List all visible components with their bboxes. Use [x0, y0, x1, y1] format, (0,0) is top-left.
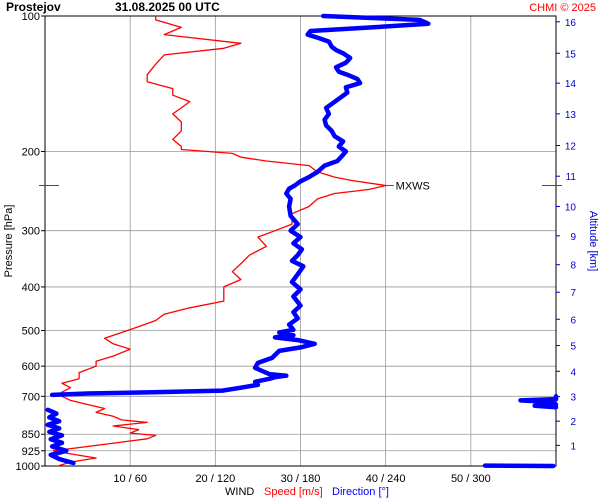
pressure-tick-label: 500 — [22, 326, 40, 338]
altitude-axis-label: Altitude [km] — [587, 211, 599, 272]
wind-tick-label: 20 / 120 — [195, 473, 235, 485]
annotation-layer: MXWS — [39, 180, 562, 192]
pressure-tick-label: 600 — [22, 361, 40, 373]
wind-axis: 10 / 60 20 / 120 30 / 180 40 / 240 50 / 300 — [113, 473, 490, 485]
altitude-tick-label: 3 — [570, 393, 576, 404]
pressure-tick-label: 200 — [22, 146, 40, 158]
wind-tick-label: 30 / 180 — [281, 473, 321, 485]
wind-axis-label: WIND — [225, 486, 254, 498]
mxws-label: MXWS — [396, 180, 430, 192]
direction-series-line — [45, 407, 76, 466]
altitude-tick-label: 12 — [565, 142, 577, 153]
speed-axis-label: Speed [m/s] — [264, 486, 323, 498]
altitude-tick-label: 13 — [565, 110, 577, 121]
altitude-tick-label: 15 — [565, 49, 577, 60]
speed-series-line — [52, 16, 387, 467]
pressure-tick-label: 850 — [22, 429, 40, 441]
altitude-tick-label: 6 — [570, 315, 576, 326]
pressure-axis: 100 200 300 400 500 600 700 850 925 1000 — [16, 11, 45, 473]
direction-series-line — [49, 13, 431, 398]
altitude-tick-label: 11 — [566, 172, 577, 183]
altitude-tick-label: 14 — [565, 79, 577, 90]
altitude-tick-label: 1 — [570, 441, 576, 452]
wind-tick-label: 10 / 60 — [113, 473, 147, 485]
pressure-tick-label: 925 — [22, 446, 40, 458]
pressure-tick-label: 700 — [22, 391, 40, 403]
altitude-tick-label: 7 — [570, 288, 576, 299]
credit-text: CHMI © 2025 — [529, 2, 596, 14]
series-layer — [45, 13, 559, 469]
direction-axis-label: Direction [°] — [332, 486, 389, 498]
pressure-axis-label: Pressure [hPa] — [3, 205, 15, 278]
altitude-tick-label: 5 — [570, 342, 576, 353]
altitude-tick-label: 9 — [570, 232, 576, 243]
altitude-tick-label: 16 — [565, 18, 577, 29]
plot-frame — [44, 15, 557, 467]
altitude-tick-label: 4 — [570, 367, 576, 378]
station-title: Prostejov — [6, 0, 61, 14]
direction-series-line — [518, 394, 559, 410]
pressure-tick-label: 300 — [22, 226, 40, 238]
altitude-tick-label: 8 — [570, 261, 576, 272]
sounding-datetime: 31.08.2025 00 UTC — [115, 0, 220, 14]
pressure-tick-label: 1000 — [16, 461, 40, 473]
pressure-tick-label: 100 — [22, 11, 40, 23]
pressure-tick-label: 400 — [22, 282, 40, 294]
wind-tick-label: 50 / 300 — [451, 473, 491, 485]
wind-tick-label: 40 / 240 — [366, 473, 406, 485]
altitude-tick-label: 2 — [570, 417, 576, 428]
altitude-tick-label: 10 — [565, 202, 577, 213]
